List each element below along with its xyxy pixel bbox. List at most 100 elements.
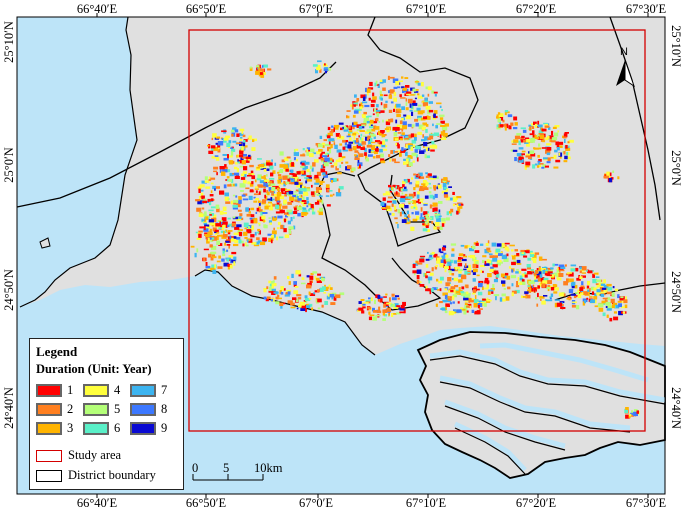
change-patch — [526, 264, 531, 268]
change-patch — [429, 176, 434, 178]
change-patch — [305, 188, 311, 192]
change-patch — [241, 130, 244, 135]
change-patch — [346, 110, 351, 112]
change-patch — [531, 123, 534, 126]
change-patch — [431, 267, 434, 272]
change-patch — [228, 155, 233, 158]
change-patch — [546, 268, 552, 271]
change-patch — [515, 285, 520, 288]
change-patch — [315, 186, 322, 190]
change-patch — [397, 132, 402, 134]
change-patch — [558, 152, 563, 157]
change-patch — [480, 269, 483, 273]
change-patch — [615, 288, 619, 292]
change-patch — [603, 284, 609, 289]
change-patch — [434, 211, 438, 213]
change-patch — [209, 194, 214, 197]
change-patch — [422, 180, 427, 184]
change-patch — [393, 132, 398, 137]
change-patch — [252, 218, 257, 221]
change-patch — [418, 188, 425, 192]
change-patch — [586, 285, 590, 289]
change-patch — [444, 192, 448, 196]
change-patch — [295, 148, 299, 151]
change-patch — [316, 64, 321, 68]
change-patch — [553, 166, 559, 169]
change-patch — [457, 205, 463, 209]
change-patch — [458, 253, 464, 257]
change-patch — [539, 135, 545, 140]
change-patch — [288, 281, 291, 285]
change-patch — [463, 297, 469, 301]
change-patch — [390, 101, 394, 104]
change-patch — [217, 234, 222, 237]
change-patch — [457, 293, 462, 295]
change-patch — [536, 274, 541, 279]
change-patch — [465, 294, 471, 299]
change-patch — [506, 253, 509, 257]
change-patch — [233, 256, 237, 261]
change-patch — [215, 204, 220, 209]
change-patch — [211, 236, 215, 240]
change-patch — [395, 222, 398, 224]
change-patch — [546, 287, 550, 289]
change-patch — [240, 190, 244, 192]
change-patch — [422, 102, 428, 107]
change-patch — [442, 292, 448, 296]
change-patch — [292, 194, 296, 198]
change-patch — [218, 243, 223, 246]
change-patch — [380, 97, 383, 101]
change-patch — [397, 193, 400, 197]
change-patch — [414, 81, 420, 83]
change-patch — [441, 218, 446, 222]
change-patch — [277, 171, 280, 174]
change-patch — [372, 92, 375, 97]
change-patch — [431, 251, 435, 255]
change-patch — [301, 174, 307, 177]
change-patch — [400, 97, 406, 99]
change-patch — [458, 287, 461, 292]
change-patch — [270, 197, 273, 201]
change-patch — [537, 134, 540, 138]
change-patch — [624, 304, 628, 309]
legend-label-3: 3 — [67, 421, 74, 435]
change-patch — [549, 135, 554, 139]
change-patch — [214, 155, 219, 157]
legend-label-7: 7 — [161, 383, 168, 397]
change-patch — [412, 270, 418, 274]
change-patch — [268, 205, 271, 207]
change-patch — [346, 115, 348, 118]
change-patch — [556, 269, 560, 273]
change-patch — [401, 76, 404, 79]
change-patch — [439, 114, 445, 117]
change-patch — [404, 214, 407, 217]
change-patch — [419, 255, 426, 258]
change-patch — [427, 109, 431, 115]
change-patch — [280, 182, 286, 185]
change-patch — [392, 78, 399, 83]
tick-label-right-0: 25°10′N — [669, 25, 683, 67]
change-patch — [210, 190, 213, 194]
change-patch — [408, 182, 413, 185]
change-patch — [249, 189, 254, 193]
change-patch — [318, 199, 323, 203]
change-patch — [429, 194, 434, 199]
change-patch — [528, 124, 533, 127]
change-patch — [457, 301, 460, 304]
change-patch — [360, 133, 363, 137]
change-patch — [229, 172, 234, 177]
change-patch — [606, 283, 612, 287]
change-patch — [300, 308, 306, 311]
change-patch — [483, 302, 487, 307]
change-patch — [511, 269, 514, 273]
change-patch — [278, 176, 282, 180]
change-patch — [401, 132, 405, 136]
change-patch — [436, 260, 442, 264]
change-patch — [469, 305, 472, 309]
change-patch — [295, 298, 299, 303]
change-patch — [375, 314, 381, 317]
change-patch — [443, 252, 447, 256]
change-patch — [486, 280, 489, 285]
change-patch — [487, 273, 492, 278]
change-patch — [432, 175, 437, 179]
